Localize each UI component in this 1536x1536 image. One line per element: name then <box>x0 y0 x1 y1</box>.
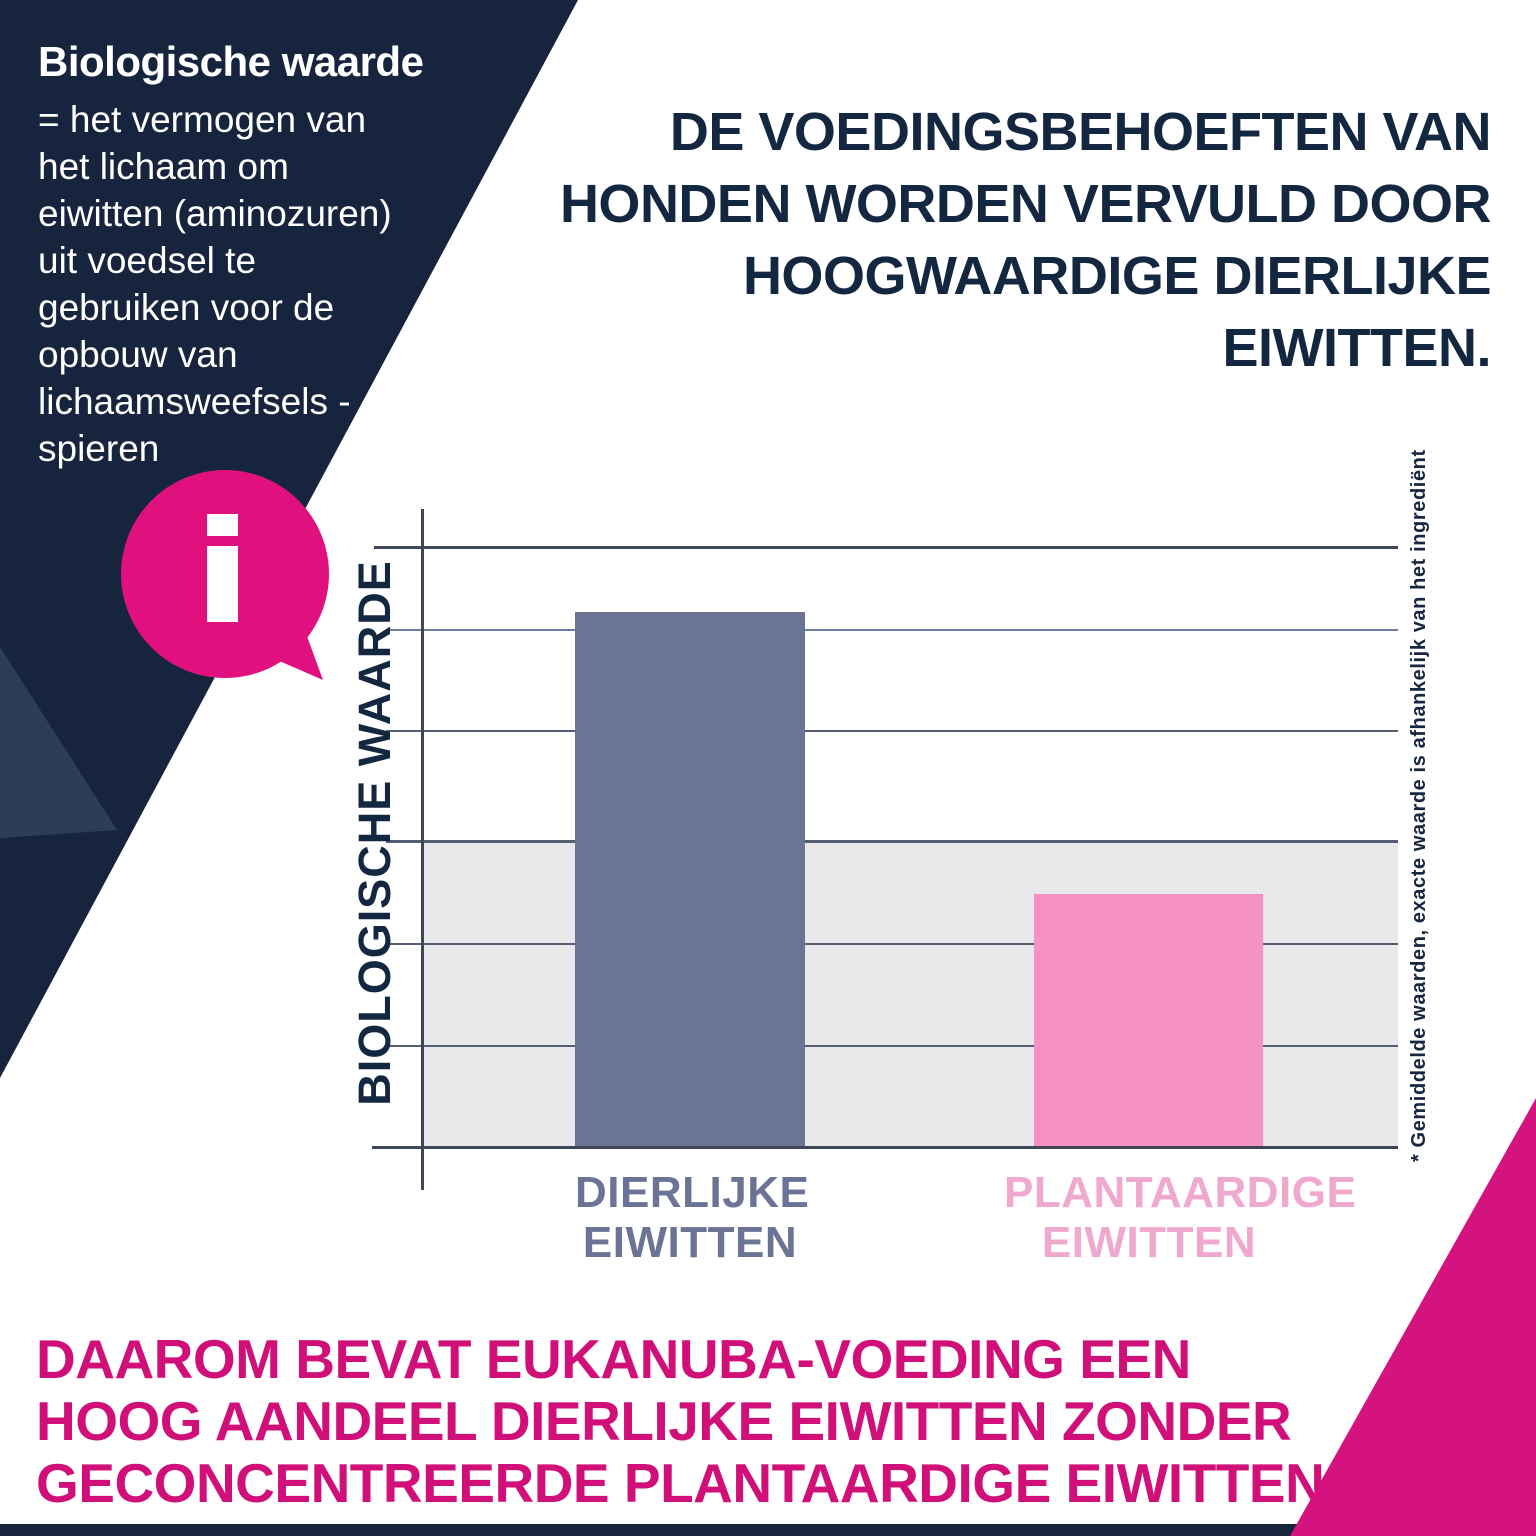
headline-line: EIWITTEN. <box>1222 318 1492 378</box>
definition-line: gebruiken voor de <box>38 287 335 328</box>
definition-line: uit voedsel te <box>38 240 257 281</box>
definition-line: lichaamsweefsels - <box>38 381 351 422</box>
conclusion-line: GECONCENTREERDE PLANTAARDIGE EIWITTEN. <box>36 1452 1340 1514</box>
bar-label-plant-protein: PLANTAARDIGE EIWITTEN <box>1004 1168 1357 1268</box>
y-axis-title: BIOLOGISCHE WAARDE <box>349 560 400 1106</box>
gridline <box>386 1045 1398 1047</box>
info-icon <box>207 514 238 536</box>
bar-label-line: EIWITTEN <box>1041 1218 1257 1267</box>
y-axis-line <box>421 509 424 1190</box>
gridline <box>374 546 1398 549</box>
bottom-navy-strip <box>0 1524 1298 1536</box>
headline-line: DE VOEDINGSBEHOEFTEN VAN <box>669 102 1492 162</box>
definition-title: Biologische waarde <box>38 38 424 85</box>
corner-pink-triangle <box>1290 1098 1536 1536</box>
x-axis-line <box>372 1146 1398 1149</box>
bar-label-line: PLANTAARDIGE <box>1004 1168 1357 1217</box>
gridline <box>386 730 1398 732</box>
definition-line: eiwitten (aminozuren) <box>38 193 392 234</box>
headline-line: HOOGWAARDIGE DIERLIJKE <box>742 246 1492 306</box>
definition-line: opbouw van <box>38 334 238 375</box>
conclusion-line: DAAROM BEVAT EUKANUBA-VOEDING EEN <box>36 1328 1191 1390</box>
bar-plant-protein <box>1034 894 1263 1146</box>
conclusion-text: DAAROM BEVAT EUKANUBA-VOEDING EEN HOOG A… <box>36 1328 1340 1514</box>
gridline <box>386 840 1398 843</box>
conclusion-line: HOOG AANDEEL DIERLIJKE EIWITTEN ZONDER <box>36 1390 1292 1452</box>
definition-line: spieren <box>38 428 160 469</box>
definition-line: het lichaam om <box>38 146 289 187</box>
chart-footnote: * Gemiddelde waarden, exacte waarde is a… <box>1408 449 1430 1162</box>
gridline <box>386 629 1398 631</box>
bar-label-animal-protein: DIERLIJKE EIWITTEN <box>575 1168 810 1268</box>
gridline <box>386 943 1398 945</box>
bar-label-line: EIWITTEN <box>582 1218 798 1267</box>
info-icon-stem <box>207 546 238 622</box>
bar-animal-protein <box>575 612 805 1146</box>
definition-text: = het vermogen van het lichaam om eiwitt… <box>38 96 392 472</box>
definition-line: = het vermogen van <box>38 99 367 140</box>
headline-line: HONDEN WORDEN VERVULD DOOR <box>559 174 1492 234</box>
headline: DE VOEDINGSBEHOEFTEN VAN HONDEN WORDEN V… <box>559 96 1492 384</box>
bar-label-line: DIERLIJKE <box>575 1168 810 1217</box>
